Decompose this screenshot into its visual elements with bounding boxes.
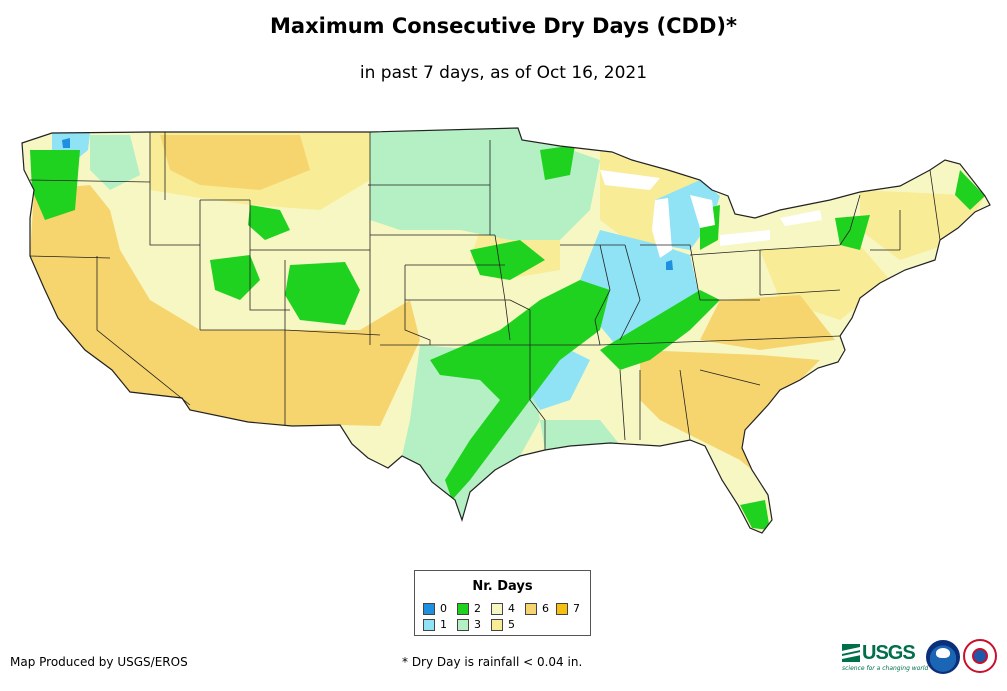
legend-item-2: 2 [457, 602, 481, 615]
map-subtitle: in past 7 days, as of Oct 16, 2021 [359, 63, 648, 83]
credit-text: Map Produced by USGS/EROS [10, 655, 188, 669]
legend-item-5: 5 [491, 618, 515, 631]
legend-item-3: 3 [457, 618, 481, 631]
legend-swatch-7 [556, 602, 568, 615]
legend-label-2: 2 [474, 602, 481, 615]
legend-label-1: 1 [440, 618, 447, 631]
legend-swatch-0 [423, 602, 435, 615]
legend-item-4: 4 [491, 602, 515, 615]
legend-swatch-5 [491, 618, 503, 631]
legend-item-6: 6 [525, 602, 549, 615]
legend-item-1: 1 [423, 618, 447, 631]
usgs-wave-icon [842, 644, 860, 662]
class1-region [52, 133, 720, 410]
cdd-map [21, 127, 991, 534]
legend-swatch-3 [457, 618, 469, 631]
state-boundaries [21, 127, 991, 534]
legend: Nr. Days 0 1 2 3 4 5 6 7 [414, 570, 591, 636]
map-title: Maximum Consecutive Dry Days (CDD)* [270, 14, 737, 38]
legend-item-0: 0 [423, 602, 447, 615]
legend-swatch-4 [491, 602, 503, 615]
legend-label-0: 0 [440, 602, 447, 615]
class6-region [30, 135, 835, 470]
great-lakes [600, 170, 822, 258]
class5-region [150, 132, 985, 320]
usgs-logo-text: USGS [862, 642, 916, 664]
dry-day-note: * Dry Day is rainfall < 0.04 in. [402, 655, 583, 669]
legend-label-6: 6 [542, 602, 549, 615]
legend-label-4: 4 [508, 602, 515, 615]
usgs-tagline: science for a changing world [842, 665, 929, 672]
legend-swatch-1 [423, 618, 435, 631]
agency-logos: USGS science for a changing world [842, 638, 1002, 678]
legend-swatch-6 [525, 602, 537, 615]
legend-swatch-2 [457, 602, 469, 615]
usgs-logo-icon: USGS [842, 642, 916, 664]
class2-region [30, 145, 985, 530]
legend-label-7: 7 [573, 602, 580, 615]
legend-item-7: 7 [556, 602, 580, 615]
legend-label-3: 3 [474, 618, 481, 631]
nws-logo-icon [963, 639, 997, 673]
legend-title: Nr. Days [472, 579, 533, 594]
noaa-logo-icon [926, 640, 960, 674]
legend-label-5: 5 [508, 618, 515, 631]
